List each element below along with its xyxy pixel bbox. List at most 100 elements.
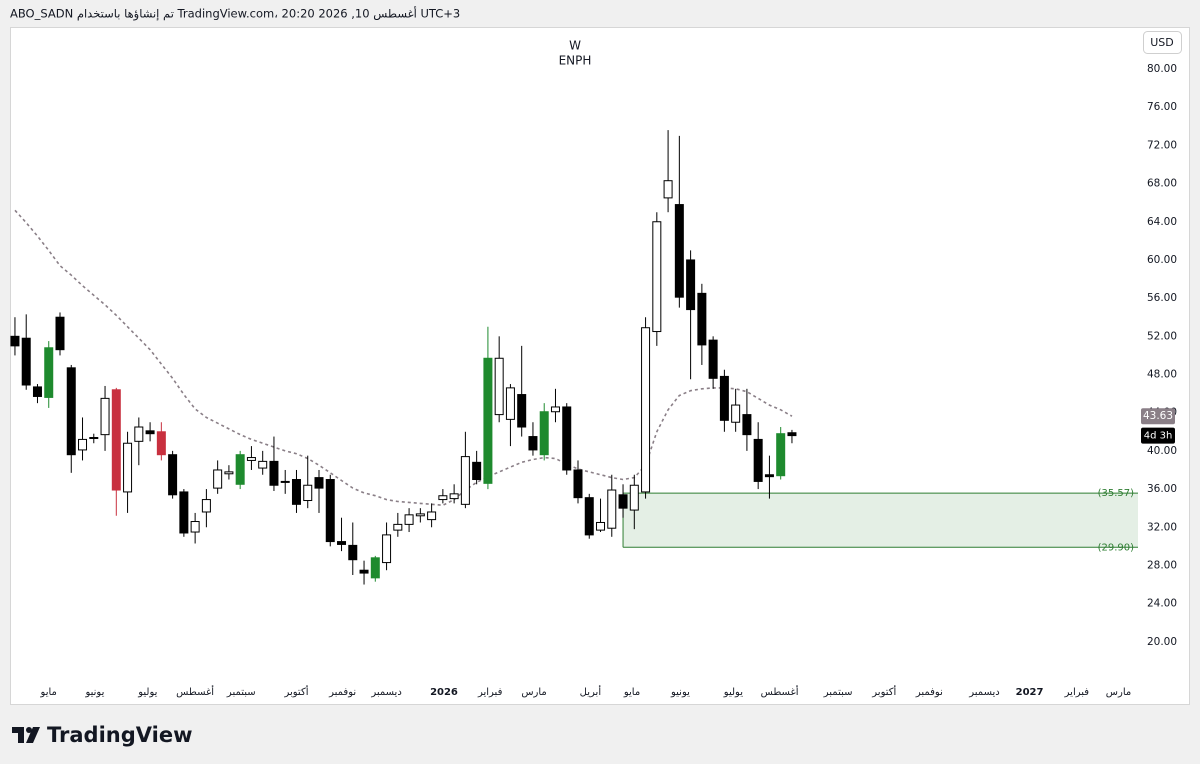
candle-body <box>596 521 606 531</box>
candle <box>382 522 392 571</box>
candle-body <box>787 432 797 437</box>
candle-body <box>314 477 324 489</box>
candle <box>348 522 358 575</box>
x-tick-label: فبراير <box>1064 687 1090 698</box>
header: ABO_SADN تم إنشاؤها باستخدام TradingView… <box>10 6 460 22</box>
candle <box>235 450 245 490</box>
candle <box>325 474 335 547</box>
x-tick-label: يوليو <box>137 687 157 698</box>
candle <box>562 403 572 475</box>
candle-body <box>190 521 200 533</box>
candle <box>291 469 301 513</box>
x-tick-label: أغسطس <box>761 685 799 698</box>
candle <box>213 460 223 494</box>
candle-body <box>528 436 538 451</box>
candle-body <box>359 569 369 574</box>
x-tick-label: نوفمبر <box>328 687 356 698</box>
y-tick-label: 52.00 <box>1147 330 1177 342</box>
candle <box>179 489 189 537</box>
candle-body <box>742 414 752 436</box>
candle <box>100 385 110 451</box>
candle <box>280 469 290 494</box>
candle-body <box>460 456 470 505</box>
countdown-box <box>1141 427 1175 444</box>
candle-body <box>213 469 223 489</box>
candle-body <box>427 511 437 521</box>
zone-bottom-label: (29.90) <box>1098 542 1135 553</box>
candle-body <box>145 430 155 435</box>
y-tick-label: 48.00 <box>1147 369 1177 381</box>
candle-body <box>325 479 335 543</box>
footer-brand: TradingView <box>47 723 192 747</box>
candle <box>393 512 403 537</box>
candle <box>337 517 347 552</box>
candle-body <box>291 479 301 505</box>
candle <box>314 469 324 513</box>
footer-logo <box>12 727 40 743</box>
candle <box>134 417 144 466</box>
candle-body <box>494 357 504 416</box>
candle-body <box>641 327 651 493</box>
x-tick-label: نوفمبر <box>915 687 943 698</box>
candle <box>145 422 155 442</box>
candle <box>415 508 425 523</box>
candle <box>483 326 493 490</box>
candle <box>55 312 65 356</box>
candle-body <box>472 461 482 481</box>
candle-body <box>111 389 121 491</box>
candle <box>449 484 459 504</box>
candle-body <box>100 397 110 436</box>
candle-body <box>89 437 99 440</box>
chart-frame <box>10 27 1190 705</box>
candle <box>731 388 741 432</box>
y-tick-label: 28.00 <box>1147 559 1177 571</box>
candle-body <box>404 514 414 525</box>
candle-body <box>652 221 662 333</box>
candle-body <box>562 406 572 471</box>
x-tick-label: سبتمبر <box>823 687 853 698</box>
candle-body <box>753 438 763 482</box>
candle <box>370 555 380 582</box>
candle-body <box>280 480 290 483</box>
candle <box>753 422 763 490</box>
candle-body <box>550 406 560 413</box>
candle <box>44 341 54 408</box>
candle-body <box>663 180 673 199</box>
candle <box>663 130 673 213</box>
candle-body <box>123 442 133 493</box>
candle <box>517 345 527 437</box>
candle <box>539 403 549 461</box>
currency: USD <box>1150 36 1174 49</box>
currency-box[interactable] <box>1143 31 1182 54</box>
zone-top-label: (35.57) <box>1098 488 1135 499</box>
candle <box>505 384 515 447</box>
candle-body <box>618 494 628 509</box>
candle-body <box>708 339 718 379</box>
x-tick-label: سبتمبر <box>226 687 256 698</box>
x-tick-label: مارس <box>1106 687 1131 698</box>
candle <box>719 369 729 432</box>
candle-body <box>584 497 594 536</box>
candle <box>607 474 617 537</box>
candle <box>359 560 369 585</box>
candle <box>89 433 99 444</box>
candle-body <box>438 495 448 501</box>
plot-area <box>10 130 1138 585</box>
candle-body <box>21 337 31 386</box>
candle-body <box>719 375 729 421</box>
candle <box>764 455 774 499</box>
candle <box>427 503 437 528</box>
y-tick-label: 60.00 <box>1147 254 1177 266</box>
interval: W <box>569 39 581 53</box>
candle-body <box>393 523 403 531</box>
candle <box>596 498 606 533</box>
candle-body <box>449 493 459 500</box>
candle-body <box>573 469 583 499</box>
y-tick-label: 68.00 <box>1147 178 1177 190</box>
candle <box>460 431 470 509</box>
candle-body <box>539 411 549 456</box>
candle <box>156 422 166 461</box>
candle <box>641 317 651 499</box>
candle-body <box>303 484 313 502</box>
